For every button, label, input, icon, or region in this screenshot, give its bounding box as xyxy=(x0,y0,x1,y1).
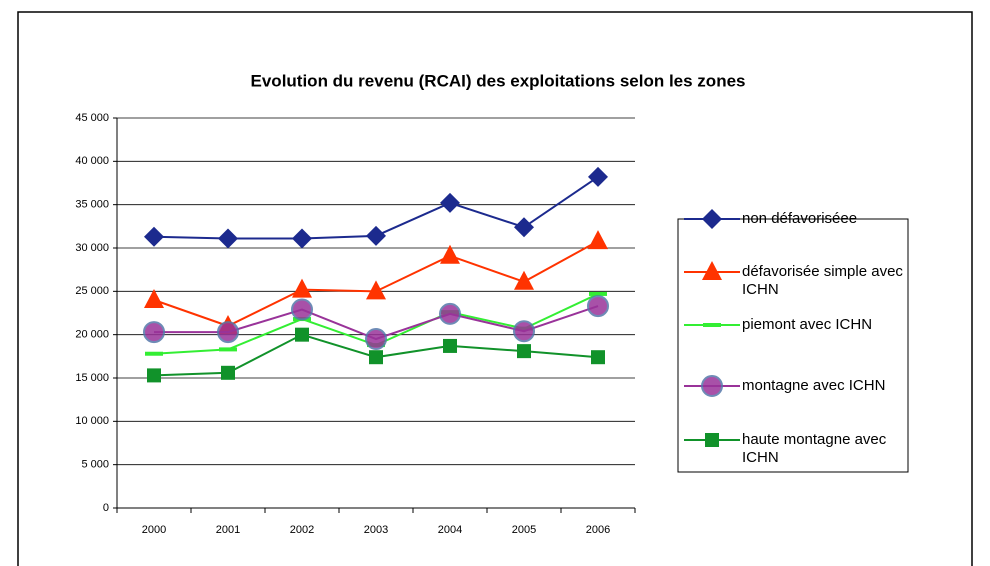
y-tick-label: 45 000 xyxy=(75,112,109,124)
legend-box xyxy=(677,218,909,473)
marker xyxy=(589,291,607,296)
marker xyxy=(443,338,457,353)
marker xyxy=(702,209,722,229)
x-tick-label: 2001 xyxy=(216,524,240,536)
y-tick-label: 10 000 xyxy=(75,415,109,427)
marker xyxy=(221,365,235,380)
marker xyxy=(514,217,534,238)
x-tick-label: 2002 xyxy=(290,524,314,536)
marker xyxy=(291,298,313,321)
x-tick-label: 2000 xyxy=(142,524,166,536)
marker xyxy=(144,289,164,308)
y-tick-label: 20 000 xyxy=(75,329,109,341)
marker xyxy=(440,244,460,264)
x-tick-label: 2005 xyxy=(512,524,536,536)
legend-label: défavorisée simple avec ICHN xyxy=(742,263,903,298)
marker xyxy=(588,166,608,187)
y-tick-label: 40 000 xyxy=(75,155,109,167)
marker xyxy=(705,433,719,447)
marker xyxy=(517,344,531,359)
legend-label: haute montagne avec ICHN xyxy=(742,431,887,466)
marker xyxy=(587,295,609,318)
marker xyxy=(591,350,605,365)
marker xyxy=(218,228,238,249)
marker xyxy=(366,225,386,246)
marker xyxy=(439,302,461,325)
marker xyxy=(440,192,460,213)
marker xyxy=(365,328,387,350)
legend-label: non défavoriséee xyxy=(742,210,858,227)
legend-label: montagne avec ICHN xyxy=(742,377,886,394)
y-tick-label: 25 000 xyxy=(75,285,109,297)
y-tick-label: 15 000 xyxy=(75,372,109,384)
marker xyxy=(145,351,163,356)
marker xyxy=(147,368,161,383)
marker xyxy=(513,320,535,343)
x-tick-label: 2006 xyxy=(586,524,610,536)
marker xyxy=(514,270,534,290)
marker xyxy=(219,347,237,352)
y-tick-label: 0 xyxy=(103,502,109,514)
marker xyxy=(144,226,164,247)
x-tick-label: 2003 xyxy=(364,524,388,536)
marker xyxy=(143,321,165,344)
marker xyxy=(703,323,721,327)
marker xyxy=(292,228,312,249)
legend-label: piemont avec ICHN xyxy=(742,316,873,333)
marker xyxy=(702,261,722,280)
x-tick-label: 2004 xyxy=(438,524,462,536)
y-tick-label: 30 000 xyxy=(75,242,109,254)
chart-title: Evolution du revenu (RCAI) des exploitat… xyxy=(251,71,746,90)
marker xyxy=(701,375,723,397)
frame xyxy=(17,11,973,566)
marker xyxy=(295,327,309,342)
marker xyxy=(366,280,386,300)
marker xyxy=(369,350,383,365)
marker xyxy=(588,230,608,250)
y-tick-label: 35 000 xyxy=(75,199,109,211)
y-tick-label: 5 000 xyxy=(81,459,109,471)
marker xyxy=(292,278,312,298)
marker xyxy=(217,321,239,344)
